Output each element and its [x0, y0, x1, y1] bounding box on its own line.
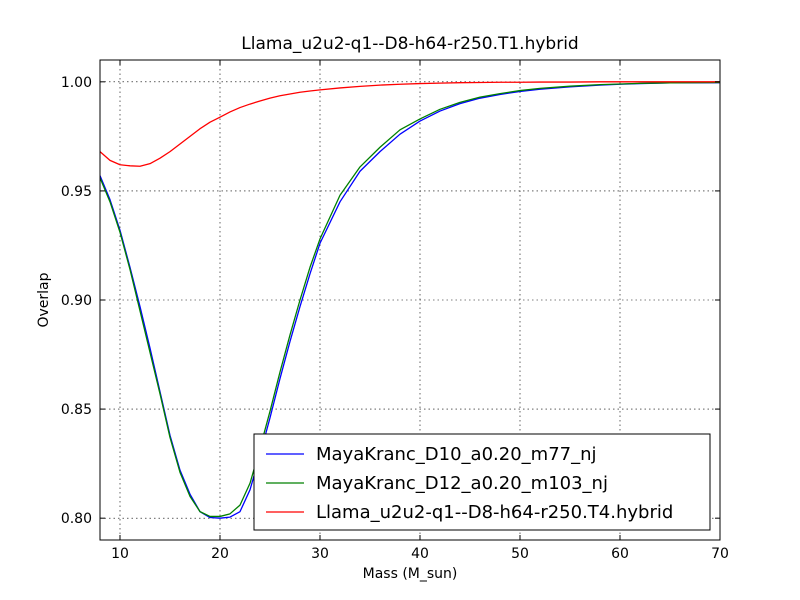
- axes: [99, 59, 721, 541]
- x-tick-label: 70: [711, 546, 729, 562]
- series-line-3: [100, 81, 720, 167]
- y-tick-label: 0.95: [61, 184, 92, 200]
- x-tick-label: 40: [411, 546, 429, 562]
- y-tick-label: 0.85: [61, 402, 92, 418]
- chart-title: Llama_u2u2-q1--D8-h64-r250.T1.hybrid: [241, 34, 578, 54]
- legend-entry-3: Llama_u2u2-q1--D8-h64-r250.T4.hybrid: [316, 502, 673, 523]
- y-tick-label: 0.80: [61, 511, 92, 527]
- x-tick-label: 20: [211, 546, 229, 562]
- x-axis-label: Mass (M_sun): [363, 566, 458, 582]
- x-tick-label: 30: [311, 546, 329, 562]
- y-tick-label: 1.00: [61, 75, 92, 91]
- y-axis-label: Overlap: [36, 272, 52, 327]
- x-tick-label: 50: [511, 546, 529, 562]
- series-line-2: [100, 81, 720, 518]
- x-tick-label: 60: [611, 546, 629, 562]
- tick-labels: 10 20 30 40 50 60 70 0.80 0.85 0.90 0.95 1.00: [61, 75, 729, 562]
- series-lines: [100, 81, 720, 519]
- legend: MayaKranc_D10_a0.20_m77_nj MayaKranc_D12_…: [253, 433, 711, 531]
- legend-entry-2: MayaKranc_D12_a0.20_m103_nj: [316, 473, 608, 494]
- y-tick-label: 0.90: [61, 293, 92, 309]
- legend-entry-1: MayaKranc_D10_a0.20_m77_nj: [316, 444, 597, 465]
- legend-box: [253, 433, 711, 531]
- x-tick-label: 10: [111, 546, 129, 562]
